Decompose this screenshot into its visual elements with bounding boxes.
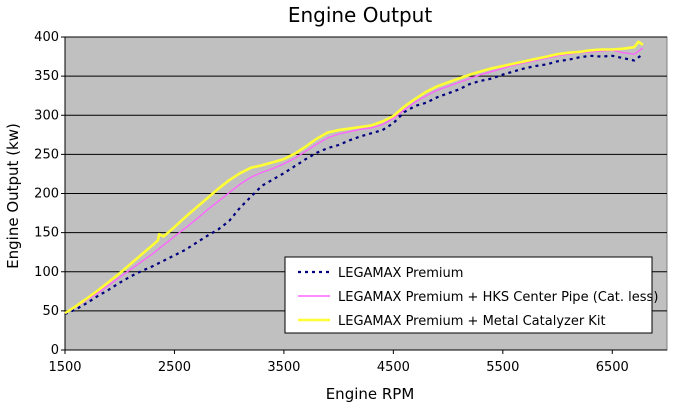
legend: LEGAMAX Premium LEGAMAX Premium + HKS Cen… (284, 256, 658, 334)
legend-label-1: LEGAMAX Premium (338, 266, 463, 281)
y-axis-ticks: 0 50 100 150 200 250 300 350 400 (34, 30, 66, 358)
x-axis-ticks: 1500 2500 3500 4500 5500 6500 (48, 349, 667, 375)
series-group (64, 40, 644, 316)
y-tick-label: 100 (34, 265, 59, 280)
legend-label-3: LEGAMAX Premium + Metal Catalyzer Kit (338, 314, 606, 329)
x-tick-label: 6500 (596, 360, 629, 375)
x-tick-label: 3500 (267, 360, 300, 375)
y-tick-label: 50 (42, 304, 59, 319)
y-tick-label: 200 (34, 187, 59, 202)
x-tick-label: 1500 (48, 360, 81, 375)
y-axis-label: Engine Output (kw) (4, 123, 22, 269)
legend-box (284, 256, 653, 334)
y-tick-label: 250 (34, 147, 59, 162)
x-tick-label: 4500 (377, 360, 410, 375)
x-tick-label: 2500 (158, 360, 191, 375)
y-tick-label: 150 (34, 226, 59, 241)
legend-label-2: LEGAMAX Premium + HKS Center Pipe (Cat. … (338, 290, 658, 305)
chart-title: Engine Output (288, 3, 433, 27)
x-tick-label: 5500 (486, 360, 519, 375)
y-tick-label: 300 (34, 108, 59, 123)
x-axis-label: Engine RPM (326, 385, 415, 403)
y-tick-label: 350 (34, 69, 59, 84)
series-line-3 (64, 40, 644, 315)
series-line-2 (64, 47, 644, 314)
y-tick-label: 400 (34, 30, 59, 45)
y-tick-label: 0 (51, 343, 59, 358)
